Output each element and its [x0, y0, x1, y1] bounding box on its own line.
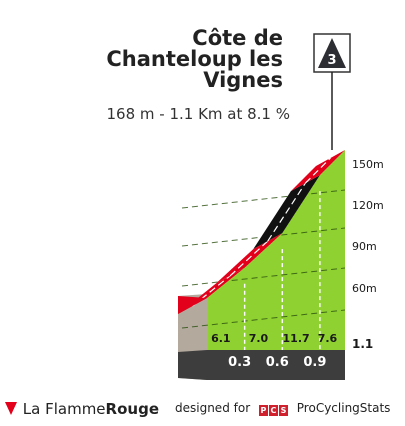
km-label: 0.9 — [303, 355, 326, 370]
gradient-label: 6.1 — [211, 332, 231, 345]
climb-title: Côte de Chanteloup les Vignes — [106, 28, 283, 91]
contour-line — [181, 267, 346, 287]
category-badge: 3 — [313, 33, 351, 150]
segment-centerline — [267, 182, 306, 242]
category-number: 3 — [327, 53, 336, 68]
climb-profile-chart: 3 6.1 7.0 11.7 7.6 0.3 0.6 0.9 1.1 150m 120m 90m 60… — [178, 33, 384, 380]
total-km-label: 1.1 — [352, 337, 373, 351]
profile-front-face — [207, 150, 345, 350]
contour-line — [181, 309, 346, 329]
segment-centerline — [304, 157, 331, 184]
climb-title-line-1: Côte de — [192, 26, 283, 50]
brand-name-left: La Flamme — [22, 400, 106, 418]
flame-icon — [5, 402, 17, 415]
pcs-letter-c: C — [268, 405, 278, 416]
climb-title-line-3: Vignes — [203, 68, 283, 92]
climb-stats: 168 m - 1.1 Km at 8.1 % — [106, 105, 290, 123]
km-label: 0.3 — [228, 355, 251, 370]
ribbon-start-cap — [178, 296, 207, 314]
brand-name-right: Rouge — [105, 400, 159, 418]
pcs-name: ProCyclingStats — [296, 401, 391, 415]
y-tick-label: 150m — [352, 158, 384, 171]
profile-base — [178, 350, 345, 380]
y-tick-label: 60m — [352, 282, 377, 295]
y-tick-label: 90m — [352, 240, 377, 253]
gradient-label: 7.0 — [249, 332, 269, 345]
pcs-letter-p: P — [258, 405, 268, 416]
gradient-label: 7.6 — [318, 332, 338, 345]
gradient-label: 11.7 — [283, 332, 310, 345]
y-tick-label: 120m — [352, 199, 384, 212]
km-label: 0.6 — [266, 355, 289, 370]
designed-for-label: designed for — [175, 401, 251, 415]
pcs-letter-s: S — [278, 405, 288, 416]
segment-centerline — [192, 275, 231, 307]
climb-title-line-2: Chanteloup les — [106, 47, 283, 71]
contour-line — [181, 189, 346, 209]
lafammerouge-logo: La FlammeRouge — [4, 400, 159, 418]
segment-centerline — [229, 240, 269, 277]
